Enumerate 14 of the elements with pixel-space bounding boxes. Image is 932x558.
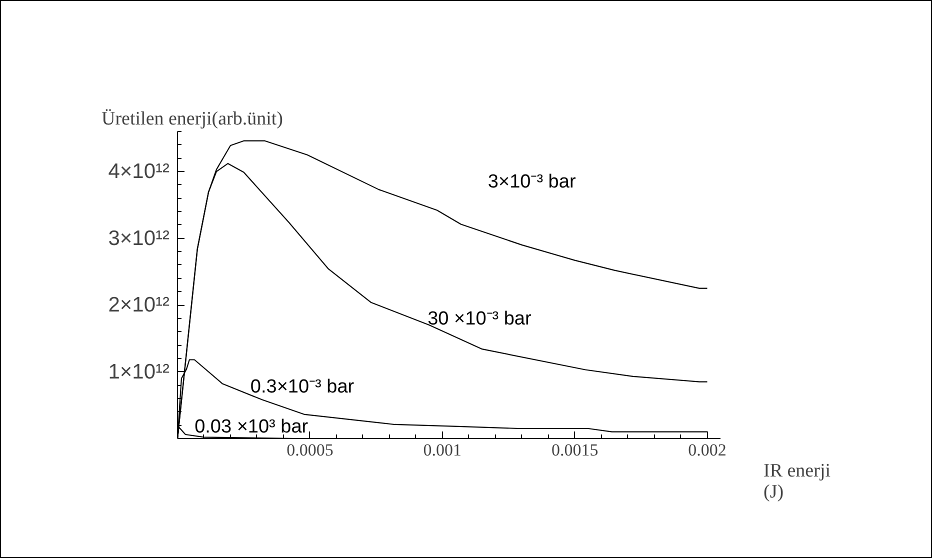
- series-label: 0.3×10⁻³ bar: [250, 376, 355, 398]
- y-axis-title: Üretilen enerji(arb.ünit): [102, 108, 283, 130]
- x-tick-label: 0.0005: [286, 440, 334, 460]
- x-tick-label: 0.0015: [551, 440, 598, 460]
- y-tick-label: 1×10¹²: [108, 360, 170, 384]
- series-label: 30 ×10⁻³ bar: [428, 308, 532, 330]
- y-tick-label: 2×10¹²: [108, 294, 170, 317]
- y-tick-label: 3×10¹²: [108, 226, 170, 250]
- x-axis-title: IR enerji (J): [764, 460, 831, 502]
- y-tick-label: 4×10¹²: [108, 160, 170, 184]
- x-tick-label: 0.001: [423, 440, 462, 460]
- x-tick-label: 0.002: [688, 440, 726, 460]
- text: 3×10⁻³ bar: [488, 171, 576, 192]
- series-label: 0.03 ×10³ bar: [194, 416, 309, 438]
